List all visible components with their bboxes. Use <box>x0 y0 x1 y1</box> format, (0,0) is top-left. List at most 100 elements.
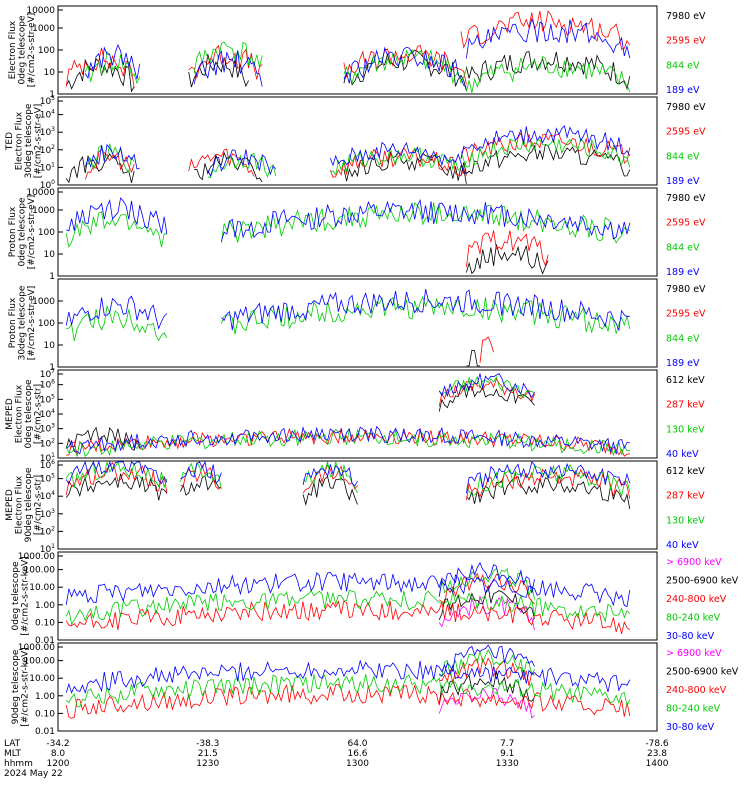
legend-entry: 2595 eV <box>666 218 706 229</box>
series-line-0 <box>466 244 549 275</box>
legend-entry: 287 keV <box>666 400 705 411</box>
y-tick-label: 1.00 <box>35 692 55 702</box>
legend-entry: 189 eV <box>666 358 700 369</box>
y-axis-label: TED <box>5 132 15 151</box>
legend-entry: 2500-6900 keV <box>666 667 739 678</box>
legend-entry: 189 eV <box>666 85 700 96</box>
footer-value: 1400 <box>646 759 669 769</box>
y-axis-label: Electron Flux <box>15 384 25 443</box>
panel-ted-proton-0deg: 1 10 100 1000 10000 Proton Flux 0deg telescope… <box>8 187 706 282</box>
y-tick-label: 1 <box>49 272 55 282</box>
legend-entry: 844 eV <box>666 242 700 253</box>
legend-entry: 80-240 keV <box>666 613 721 624</box>
series-line-3 <box>65 288 630 332</box>
legend-entry: > 6900 keV <box>666 557 722 568</box>
y-axis-label: [#/cm2-s-str-keV] <box>21 556 31 635</box>
y-axis-label: MEPED <box>5 398 15 430</box>
footer-row-label: LAT <box>4 739 21 749</box>
footer-value: 1200 <box>47 759 70 769</box>
y-tick-label: 100 <box>38 319 55 329</box>
series-line-3 <box>84 125 631 177</box>
legend-entry: 40 keV <box>666 540 699 551</box>
footer-value: 64.0 <box>347 739 367 749</box>
y-axis-label: [#/cm2-s-str] <box>34 384 44 444</box>
series-line-2 <box>65 460 631 498</box>
footer-row-label: MLT <box>4 749 22 759</box>
legend-entry: 189 eV <box>666 267 700 278</box>
panel-frame <box>57 96 658 186</box>
series-line-3 <box>65 460 631 494</box>
legend-entry: 844 eV <box>666 333 700 344</box>
series-line-3 <box>65 649 631 708</box>
series-line-0 <box>65 384 535 451</box>
footer-value: 9.1 <box>500 749 514 759</box>
footer-value: 23.8 <box>647 749 667 759</box>
y-tick-label: 1 <box>49 90 55 100</box>
series-line-1 <box>479 336 494 363</box>
series-line-1 <box>438 584 535 620</box>
y-axis-label: [#/cm2-s-str-eV] <box>27 286 37 361</box>
y-axis-label: MEPED <box>5 489 15 521</box>
y-axis-label: 0deg telescope <box>18 197 28 267</box>
footer: LAT -34.2 -38.3 64.0 7.7 -78.6 MLT 8.0 21.5 16.6 9… <box>4 739 669 779</box>
y-tick-label: 0.10 <box>35 618 55 628</box>
y-tick-label: 1000 <box>32 206 55 216</box>
legend-entry: 2595 eV <box>666 36 706 47</box>
footer-value: -38.3 <box>196 739 219 749</box>
y-tick-label: 1000 <box>32 297 55 307</box>
series-line-1 <box>84 132 631 180</box>
y-tick-label: 10 <box>44 341 56 351</box>
y-tick-label: 10 <box>44 68 56 78</box>
legend-entry: 287 keV <box>666 491 705 502</box>
legend-entry: 240-800 keV <box>666 685 727 696</box>
legend-entry: 612 keV <box>666 466 705 477</box>
y-tick-label: 10000 <box>26 188 55 198</box>
y-tick-label: 0.01 <box>35 727 55 737</box>
series-line-2 <box>84 41 631 93</box>
legend-entry: 130 keV <box>666 515 705 526</box>
y-tick-label: 106 <box>40 459 55 471</box>
series-line-4 <box>65 644 631 694</box>
footer-value: 21.5 <box>198 749 218 759</box>
panel-frame <box>57 460 658 550</box>
series-line-0 <box>466 349 480 367</box>
y-tick-label: 0.10 <box>35 709 55 719</box>
y-axis-label: 30deg telescope <box>24 103 34 178</box>
y-tick-label: 10.00 <box>29 583 55 593</box>
panel-ted-proton-30deg: 1 10 100 1000 Proton Flux 30deg telescope [#/c… <box>8 278 706 373</box>
footer-value: 1300 <box>346 759 369 769</box>
series-line-2 <box>65 572 631 634</box>
legend-entry: 7980 eV <box>666 284 706 295</box>
y-tick-label: 100.00 <box>24 657 56 667</box>
y-axis-label: Electron Flux <box>15 111 25 170</box>
footer-value: 7.7 <box>500 739 514 749</box>
y-tick-label: 10 <box>44 250 56 260</box>
footer-value: 1330 <box>496 759 519 769</box>
series-line-2 <box>66 295 631 342</box>
series-line-3 <box>65 567 631 626</box>
legend-entry: 7980 eV <box>666 11 706 22</box>
y-tick-label: 100 <box>38 46 55 56</box>
y-tick-label: 1000.00 <box>18 643 55 653</box>
y-axis-label: [#/cm2-s-str-eV] <box>34 104 44 179</box>
panel-frame <box>57 278 658 368</box>
legend-entry: 844 eV <box>666 151 700 162</box>
y-tick-label: 1.00 <box>35 601 55 611</box>
y-axis-label: Proton Flux <box>8 206 18 257</box>
y-axis-label: 90deg telescope <box>11 649 21 724</box>
y-axis-label: [#/cm2-s-str-eV] <box>27 195 37 270</box>
y-axis-label: 30deg telescope <box>18 285 28 360</box>
footer-value: 16.6 <box>347 749 367 759</box>
panel-frame <box>57 5 658 95</box>
footer-row-label: hhmm <box>4 759 33 769</box>
y-axis-label: [#/cm2-s-str] <box>34 475 44 535</box>
footer-date: 2024 May 22 <box>4 769 63 779</box>
y-tick-label: 1000 <box>32 24 55 34</box>
y-tick-label: 0.01 <box>35 636 55 646</box>
y-tick-label: 100.00 <box>24 566 56 576</box>
y-tick-label: 10.00 <box>29 674 55 684</box>
legend-entry: 2595 eV <box>666 127 706 138</box>
y-tick-label: 10000 <box>26 6 55 16</box>
